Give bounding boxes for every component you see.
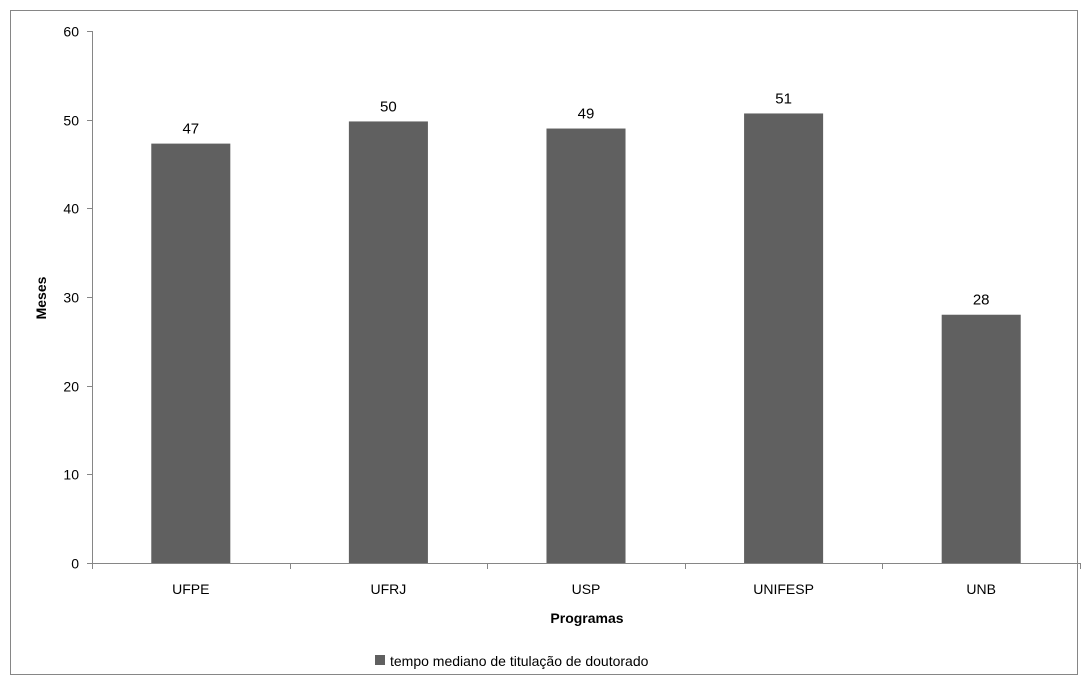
data-label-unb: 28 [973,292,990,309]
x-axis: UFPE UFRJ USP UNIFESP UNB [92,563,1081,597]
y-tick-label: 20 [63,379,79,395]
legend-label: tempo mediano de titulação de doutorado [390,653,649,669]
x-tick-label: USP [572,581,601,597]
y-tick-label: 0 [71,556,79,572]
bar-ufrj [348,121,428,563]
data-label-ufrj: 50 [380,98,397,115]
y-tick-label: 30 [63,290,79,306]
legend: tempo mediano de titulação de doutorado [375,653,649,669]
bars [151,113,1021,564]
legend-swatch [375,655,385,665]
bar-unb [941,314,1021,563]
y-tick-label: 40 [63,201,79,217]
data-label-ufpe: 47 [182,121,199,138]
y-axis: 0 10 20 30 40 50 60 [63,24,93,572]
x-tick-label: UFPE [172,581,209,597]
bar-usp [546,128,626,564]
x-tick-label: UNB [966,581,996,597]
y-tick-label: 10 [63,467,79,483]
x-tick-label: UNIFESP [753,581,814,597]
x-axis-title: Programas [550,610,623,626]
y-tick-label: 50 [63,113,79,129]
bar-ufpe [151,143,231,563]
data-label-unifesp: 51 [775,90,792,107]
x-tick-label: UFRJ [371,581,407,597]
data-labels: 47 50 49 51 28 [182,90,989,308]
y-tick-label: 60 [63,24,79,40]
data-label-usp: 49 [578,106,595,123]
y-axis-title: Meses [33,276,49,319]
bar-unifesp [744,113,824,564]
